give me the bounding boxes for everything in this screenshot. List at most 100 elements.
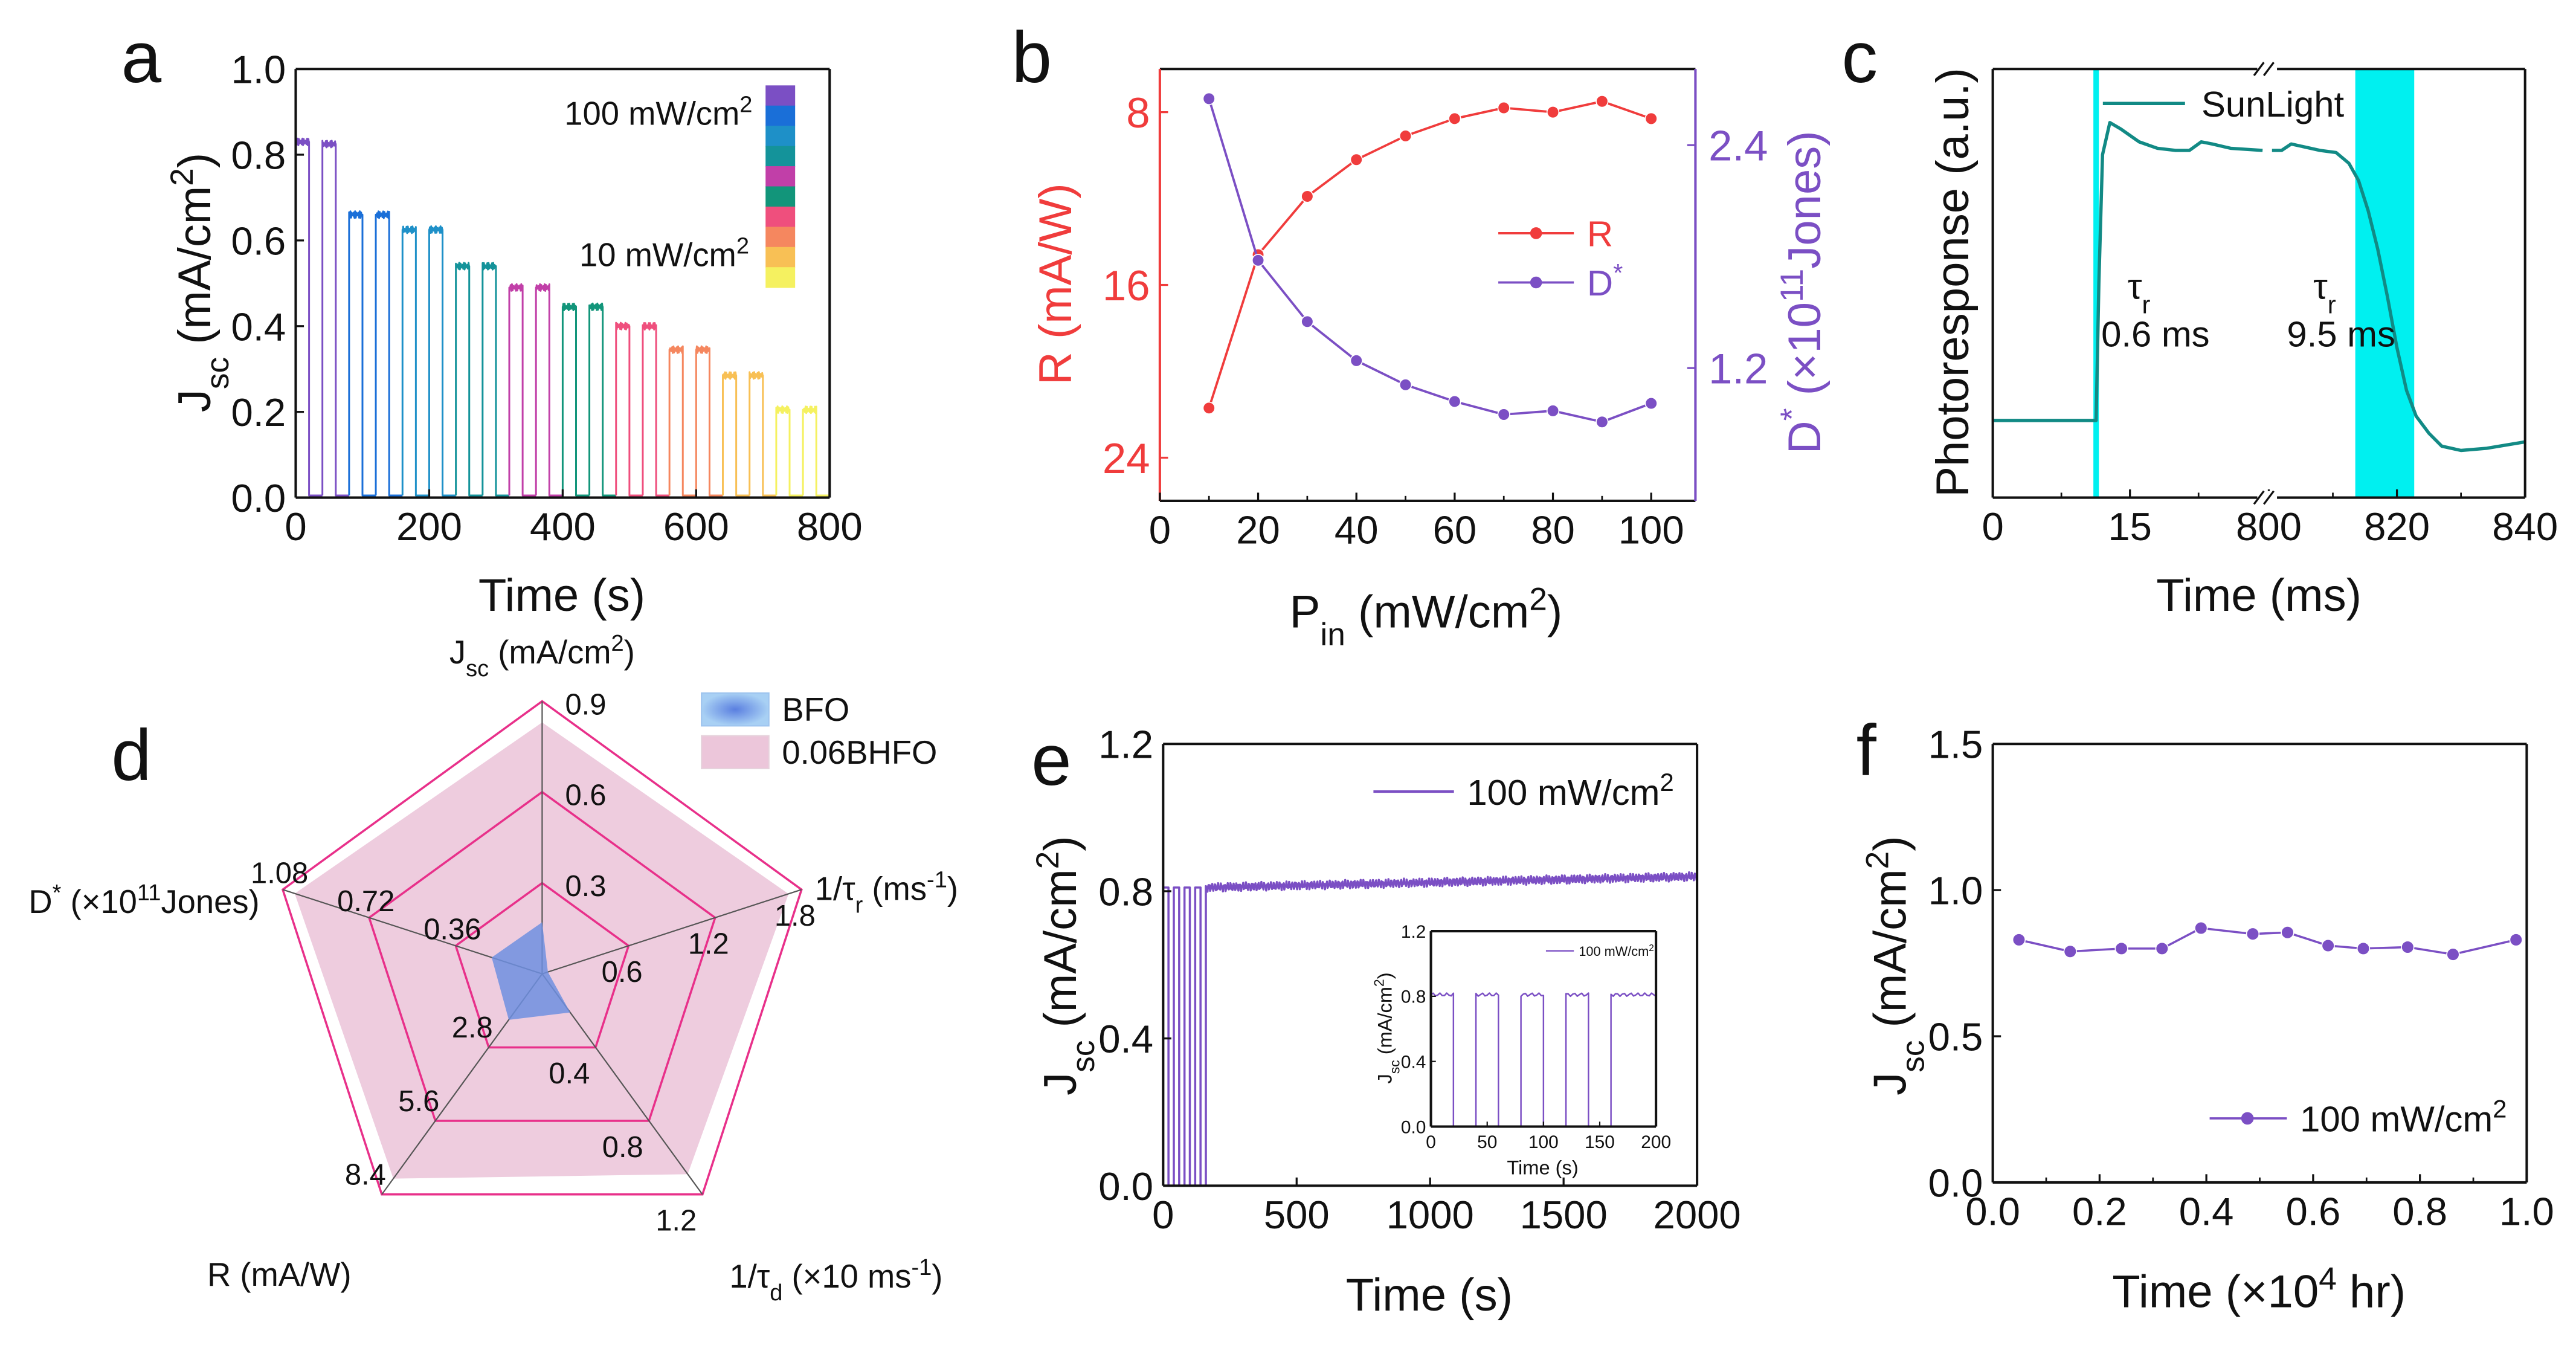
axis-break-mark (2253, 490, 2265, 505)
colorbar-swatch (765, 186, 796, 207)
radar-axis-label: D* (×1011Jones) (28, 880, 259, 920)
x-tick-label: 80 (1531, 508, 1575, 552)
highlight-band (2093, 69, 2099, 498)
radar-ring-label: 1.2 (655, 1205, 697, 1237)
data-point (2012, 933, 2026, 947)
y-tick-label: 24 (1103, 434, 1150, 482)
y-tick-label: 16 (1103, 262, 1150, 309)
radar-ring-label: 1.2 (688, 928, 729, 961)
radar-ring-label: 0.3 (565, 870, 606, 903)
data-point (2401, 940, 2415, 954)
data-point (1546, 106, 1560, 119)
data-point (1399, 378, 1412, 392)
legend-swatch-bfo (701, 692, 770, 727)
radar-spoke (542, 889, 802, 975)
pulse-trace (401, 225, 430, 497)
radar-ring-label: 0.9 (565, 688, 606, 721)
axis-break-gap (2257, 62, 2278, 76)
x-tick-label: 50 (1477, 1132, 1497, 1152)
series-line-dstar (1208, 98, 1652, 424)
y-axis-label: Jsc (mA/cm2) (164, 153, 236, 412)
x-tick-label: 0.6 (2286, 1190, 2341, 1234)
response-curve (2272, 142, 2526, 453)
legend-label: 100 mW/cm2 (1467, 767, 1673, 812)
legend-label: D* (1587, 259, 1623, 303)
x-tick-label: 0 (1982, 505, 2003, 549)
x-axis-label: Time (ms) (2156, 570, 2362, 621)
colorbar-swatch (765, 206, 796, 228)
y-tick-label: 0.0 (1401, 1117, 1426, 1137)
y-tick-label: 0.0 (231, 476, 286, 520)
x-tick-label: 0.2 (2072, 1190, 2127, 1234)
inset-chart: 0 50 100 150 200 0.0 0.4 0.8 1.2 100 mW/cm2 Time (… (1371, 922, 1671, 1178)
legend-label: BFO (782, 691, 849, 728)
data-point (1202, 92, 1216, 105)
annotation-symbol: τr (2313, 266, 2336, 318)
legend-marker (2241, 1112, 2254, 1125)
pulse-trace (455, 262, 483, 497)
inset-trace (1430, 992, 1657, 1127)
data-point (1546, 404, 1560, 418)
x-tick-label: 40 (1335, 508, 1379, 552)
radar-axis-label: 1/τr (ms-1) (815, 867, 958, 918)
radar-axis-label: Jsc (mA/cm2) (449, 631, 635, 682)
data-point (1448, 112, 1461, 125)
x-tick-label: 1000 (1386, 1193, 1474, 1237)
x-axis-label: Pin (mW/cm2) (1290, 581, 1563, 653)
radar-ring (454, 882, 630, 1049)
colorbar-bottom-label: 10 mW/cm2 (579, 233, 749, 273)
x-tick-label: 600 (663, 505, 729, 549)
y-tick-label: 0.0 (1928, 1161, 1983, 1205)
y-tick-label: 0.4 (231, 305, 286, 349)
x-tick-label: 200 (1641, 1132, 1671, 1152)
data-point (1350, 354, 1363, 367)
pulse-trace (428, 225, 456, 497)
colorbar-swatch (765, 126, 796, 147)
colorbar-swatch (765, 85, 796, 106)
current-trace (1162, 871, 1698, 1187)
data-point (1644, 112, 1658, 125)
data-point (1350, 153, 1363, 166)
pulse-trace (695, 345, 723, 497)
y-tick-label: 1.5 (1928, 723, 1983, 767)
data-point (2321, 938, 2335, 953)
pulse-trace (722, 371, 750, 497)
legend-label: SunLight (2201, 84, 2345, 124)
radar-ring (281, 700, 803, 1196)
legend-marker (1530, 276, 1542, 289)
y-tick-label: 0.8 (1401, 987, 1426, 1007)
colorbar-swatch (765, 146, 796, 167)
y-axis-label-right: D* (×1011Jones) (1774, 131, 1831, 454)
x-tick-label: 0 (1426, 1132, 1436, 1152)
x-tick-label: 800 (797, 505, 863, 549)
data-point (2155, 941, 2169, 956)
panel-letter: d (111, 715, 152, 796)
x-tick-label: 500 (1264, 1193, 1330, 1237)
x-tick-label: 0 (285, 505, 306, 549)
y-tick-label: 8 (1126, 89, 1150, 137)
axis-break-mark (2263, 490, 2275, 505)
x-tick-label: 15 (2108, 505, 2152, 549)
panel-letter: c (1841, 18, 1878, 98)
radar-axis-label: R (mA/W) (207, 1256, 352, 1293)
colorbar-swatch (765, 267, 796, 288)
data-point (2194, 921, 2208, 935)
radar-ring-label: 5.6 (398, 1085, 439, 1118)
x-tick-label: 0.0 (1965, 1190, 2020, 1234)
radar-area-bfo (491, 922, 570, 1020)
legend-label: 100 mW/cm2 (2300, 1094, 2507, 1139)
radar-ring (367, 790, 716, 1122)
data-point (2114, 941, 2128, 956)
data-point (1644, 396, 1658, 410)
pulse-trace (535, 283, 563, 497)
pulse-trace (321, 140, 349, 497)
pulse-trace (802, 405, 830, 497)
inset-legend-label: 100 mW/cm2 (1579, 943, 1653, 958)
pulse-trace (508, 283, 536, 497)
pulse-trace (481, 262, 510, 497)
data-point (1301, 315, 1314, 328)
series-line (2018, 927, 2517, 956)
x-tick-label: 0 (1152, 1193, 1174, 1237)
